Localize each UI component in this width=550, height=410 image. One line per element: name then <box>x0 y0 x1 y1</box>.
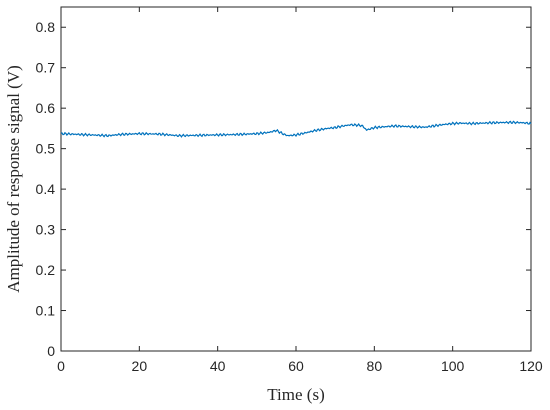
x-axis: 0 20 40 60 80 100 120 <box>57 7 543 374</box>
y-tick-label: 0.3 <box>36 222 56 238</box>
y-axis: 0 0.1 0.2 0.3 0.4 0.5 0.6 0.7 0.8 <box>36 19 531 359</box>
y-tick-label: 0.6 <box>36 100 56 116</box>
y-axis-title: Amplitude of response signal (V) <box>4 65 23 293</box>
y-tick-label: 0.7 <box>36 60 56 76</box>
y-tick-label: 0.1 <box>36 303 56 319</box>
x-tick-label: 60 <box>288 358 304 374</box>
x-tick-label: 120 <box>519 358 543 374</box>
y-tick-label: 0 <box>47 343 55 359</box>
y-tick-label: 0.5 <box>36 141 56 157</box>
x-tick-label: 40 <box>210 358 226 374</box>
y-tick-label: 0.2 <box>36 262 56 278</box>
x-tick-label: 0 <box>57 358 65 374</box>
x-axis-title: Time (s) <box>267 385 324 404</box>
x-tick-label: 100 <box>441 358 465 374</box>
y-tick-label: 0.4 <box>36 181 56 197</box>
series-layer <box>60 120 532 138</box>
plot-area <box>60 6 532 352</box>
x-tick-label: 20 <box>132 358 148 374</box>
y-tick-label: 0.8 <box>36 19 56 35</box>
x-tick-label: 80 <box>367 358 383 374</box>
series-line <box>60 120 532 138</box>
